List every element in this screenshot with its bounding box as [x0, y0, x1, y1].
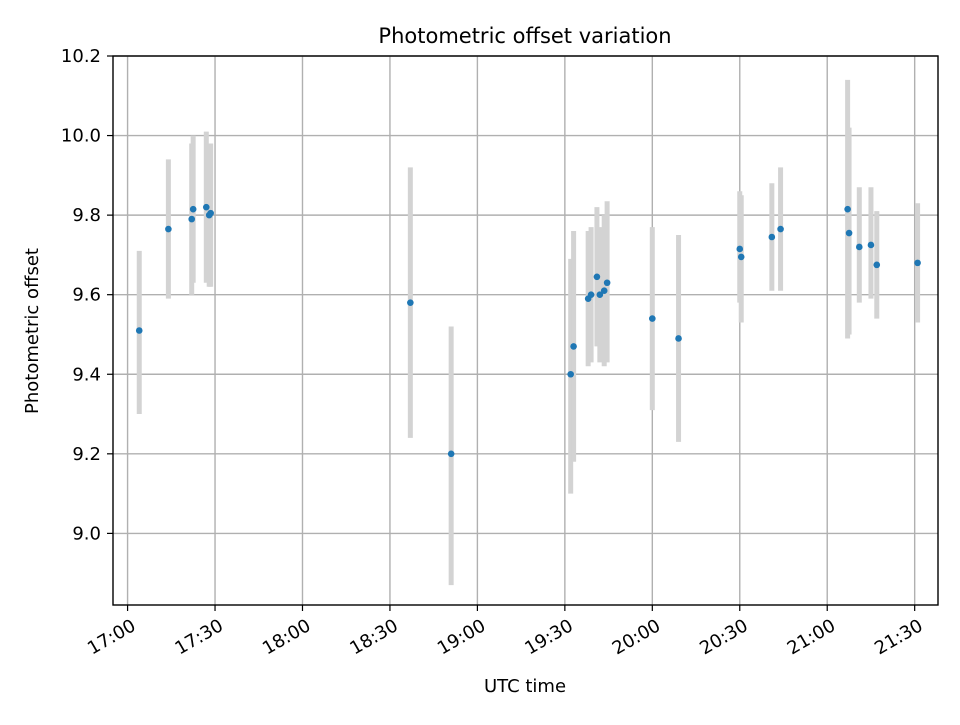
data-point [188, 215, 196, 223]
y-tick-label: 9.6 [72, 285, 101, 306]
data-point [407, 299, 414, 306]
data-point [587, 291, 595, 298]
data-point [567, 370, 574, 378]
data-point [649, 315, 656, 322]
y-tick-label: 10.2 [61, 46, 101, 67]
data-point [855, 243, 863, 251]
y-tick-label: 9.4 [72, 364, 101, 385]
data-point [603, 279, 611, 287]
data-point [768, 233, 776, 241]
data-point [600, 287, 608, 295]
data-point [135, 327, 143, 334]
data-point [867, 241, 875, 249]
data-point [844, 205, 851, 213]
data-point [593, 273, 601, 281]
data-point [570, 343, 577, 350]
y-axis-label: Photometric offset [22, 248, 43, 414]
data-point [914, 259, 921, 267]
data-point [202, 203, 210, 211]
data-point [845, 229, 853, 237]
plot-frame [112, 55, 939, 606]
y-tick-label: 9.8 [72, 205, 101, 226]
y-axis: 9.0 9.2 9.4 9.6 9.8 10.0 10.2 [61, 46, 113, 544]
data-point [736, 245, 744, 253]
data-point [447, 450, 455, 458]
chart-title: Photometric offset variation [378, 24, 671, 48]
data-point [777, 225, 784, 233]
data-point [873, 261, 881, 269]
data-point [189, 205, 197, 213]
data-points [135, 203, 921, 458]
data-point [165, 225, 172, 233]
y-tick-label: 9.0 [72, 523, 101, 544]
data-point [675, 335, 682, 342]
y-tick-label: 9.2 [72, 444, 101, 465]
data-point [737, 253, 745, 261]
y-tick-label: 10.0 [61, 126, 101, 147]
data-point [596, 291, 604, 298]
x-axis-label: UTC time [484, 676, 566, 697]
data-point [207, 209, 214, 217]
